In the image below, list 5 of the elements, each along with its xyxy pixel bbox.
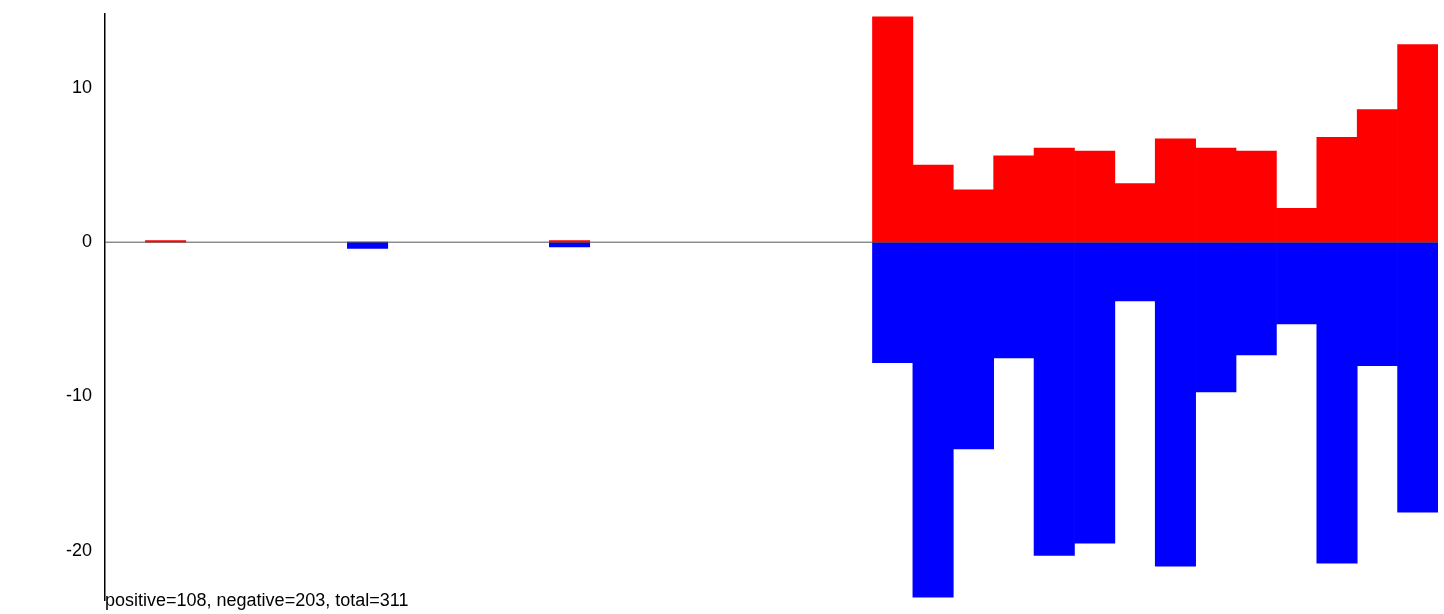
y-tick-label: -10 — [65, 385, 92, 406]
y-tick-label: 0 — [81, 231, 92, 252]
y-tick-label: -20 — [65, 539, 92, 560]
y-tick-label: 10 — [71, 76, 92, 97]
annotation: positive=108, negative=203, total=311 — [105, 589, 409, 610]
